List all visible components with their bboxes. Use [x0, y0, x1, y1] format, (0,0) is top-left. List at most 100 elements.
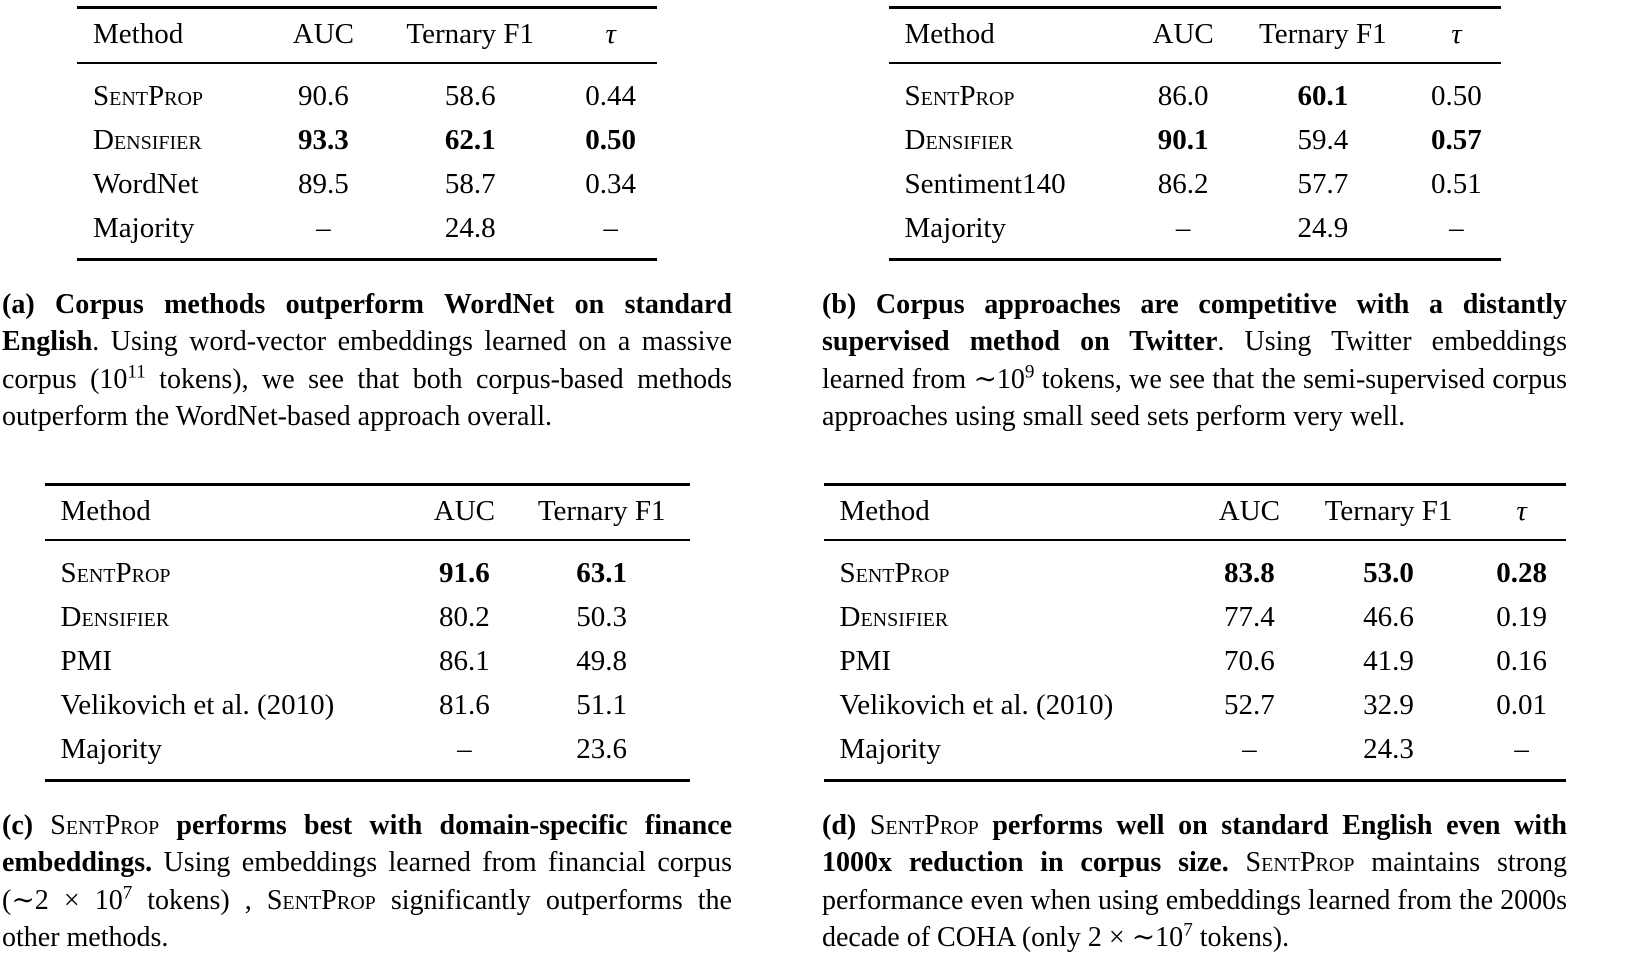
- value-cell: 0.50: [1431, 80, 1482, 112]
- table-header-row: Method AUC Ternary F1 τ: [823, 484, 1566, 541]
- caption-c: (c) SentProp performs best with domain-s…: [2, 807, 732, 956]
- caption-a: (a) Corpus methods outperform WordNet on…: [2, 286, 732, 435]
- smallcaps-text: SentProp: [869, 810, 979, 842]
- value-cell: 0.16: [1496, 645, 1547, 678]
- value-cell: 50.3: [576, 601, 628, 634]
- value-cell: 90.1: [1157, 124, 1209, 157]
- value-cell: –: [1449, 212, 1464, 245]
- value-cell: 0.28: [1496, 557, 1547, 589]
- text-run: (d): [822, 810, 870, 842]
- results-table-b: Method AUC Ternary F1 τ SentProp 86.0 60.1 0.5…: [888, 6, 1501, 262]
- value-cell: 80.2: [439, 601, 490, 634]
- text-run: tokens, we see that the semi-supervised …: [822, 363, 1567, 432]
- column-header-tau: τ: [1477, 484, 1566, 541]
- method-cell: Sentiment140: [904, 168, 1066, 201]
- method-cell: Densifier: [904, 124, 1014, 157]
- value-cell: 63.1: [576, 557, 628, 589]
- text-run: performs well on standard English even w…: [822, 810, 1567, 879]
- table-row: PMI 70.6 41.9 0.16: [824, 639, 1566, 683]
- value-cell: 24.8: [444, 212, 496, 245]
- method-cell: Majority: [904, 212, 1007, 245]
- value-cell: 70.6: [1224, 645, 1275, 678]
- column-header-tau: τ: [564, 7, 657, 64]
- table-row: Majority – 23.6: [45, 727, 690, 781]
- caption-d: (d) SentProp performs well on standard E…: [822, 807, 1567, 956]
- block-d: Method AUC Ternary F1 τ SentProp 83.8 53.0 0.2…: [822, 481, 1567, 956]
- table-row: Densifier 90.1 59.4 0.57: [889, 118, 1501, 162]
- column-header-ternary-f1: Ternary F1: [1233, 7, 1413, 64]
- table-row: PMI 86.1 49.8: [45, 639, 690, 683]
- text-run: Using embeddings learned from financial …: [2, 847, 732, 916]
- value-cell: 91.6: [439, 557, 490, 589]
- method-cell: Majority: [839, 733, 942, 766]
- table-header-row: Method AUC Ternary F1 τ: [77, 7, 657, 64]
- table-row: Majority – 24.9 –: [889, 206, 1501, 260]
- superscript: 9: [1024, 361, 1035, 383]
- value-cell: 24.3: [1363, 733, 1414, 766]
- text-run: (a) Corpus methods outperform WordNet on…: [2, 289, 732, 358]
- table-row: Densifier 80.2 50.3: [45, 595, 690, 639]
- value-cell: 41.9: [1363, 645, 1414, 678]
- column-header-auc: AUC: [1132, 7, 1234, 64]
- superscript: 7: [122, 882, 133, 904]
- value-cell: 93.3: [297, 124, 349, 157]
- value-cell: 23.6: [576, 733, 628, 766]
- method-cell: SentProp: [839, 557, 950, 589]
- value-cell: 52.7: [1224, 689, 1275, 722]
- value-cell: 81.6: [439, 689, 490, 722]
- method-cell: PMI: [60, 645, 113, 678]
- value-cell: 89.5: [297, 168, 349, 201]
- text-run: (b) Corpus approaches are competitive wi…: [822, 289, 1567, 358]
- superscript: 11: [127, 361, 146, 383]
- text-run: . Using word-vector embeddings learned o…: [2, 326, 732, 395]
- text-run: significantly outperforms the other meth…: [2, 884, 732, 953]
- block-c: Method AUC Ternary F1 SentProp 91.6 63.1 Dens…: [2, 481, 732, 956]
- column-header-tau: τ: [1412, 7, 1501, 64]
- value-cell: 51.1: [576, 689, 628, 722]
- method-cell: Densifier: [93, 124, 202, 157]
- superscript: 7: [1183, 919, 1193, 941]
- table-row: Velikovich et al. (2010) 81.6 51.1: [45, 683, 690, 727]
- value-cell: 0.57: [1431, 124, 1482, 157]
- table-header-row: Method AUC Ternary F1 τ: [888, 7, 1501, 64]
- method-cell: SentProp: [904, 80, 1015, 112]
- table-row: WordNet 89.5 58.7 0.34: [77, 162, 657, 206]
- table-row: SentProp 90.6 58.6 0.44: [77, 63, 657, 118]
- column-header-method: Method: [77, 7, 271, 64]
- text-run: tokens), we see that both corpus-based m…: [2, 363, 732, 432]
- smallcaps-text: SentProp: [50, 810, 160, 842]
- method-cell: Majority: [93, 212, 195, 245]
- value-cell: 60.1: [1297, 80, 1349, 112]
- column-header-ternary-f1: Ternary F1: [513, 484, 690, 541]
- table-row: Densifier 93.3 62.1 0.50: [77, 118, 657, 162]
- text-run: tokens).: [1192, 921, 1290, 953]
- column-header-auc: AUC: [415, 484, 514, 541]
- text-run: maintains strong performance even when u…: [822, 847, 1567, 953]
- value-cell: 58.6: [444, 80, 496, 112]
- column-header-auc: AUC: [270, 7, 377, 64]
- block-a: Method AUC Ternary F1 τ SentProp 90.6 58.6 0.4…: [2, 4, 732, 435]
- value-cell: 0.50: [585, 124, 637, 157]
- smallcaps-text: SentProp: [266, 884, 376, 916]
- method-cell: Velikovich et al. (2010): [60, 689, 335, 722]
- value-cell: 77.4: [1224, 601, 1275, 634]
- text-run: [1229, 847, 1246, 878]
- method-cell: SentProp: [60, 557, 171, 589]
- text-run: performs best with domain-specific finan…: [2, 810, 733, 879]
- value-cell: –: [1514, 733, 1529, 766]
- value-cell: 86.0: [1157, 80, 1209, 112]
- column-header-method: Method: [823, 484, 1200, 541]
- value-cell: 57.7: [1297, 168, 1349, 201]
- table-header-row: Method AUC Ternary F1: [44, 484, 690, 541]
- value-cell: 0.51: [1431, 168, 1482, 201]
- results-table-c: Method AUC Ternary F1 SentProp 91.6 63.1 Dens…: [44, 483, 690, 783]
- value-cell: 62.1: [444, 124, 496, 157]
- method-cell: Velikovich et al. (2010): [839, 689, 1114, 722]
- method-cell: Densifier: [60, 601, 170, 634]
- table-row: SentProp 83.8 53.0 0.28: [824, 540, 1566, 595]
- method-cell: SentProp: [93, 80, 204, 112]
- value-cell: 59.4: [1297, 124, 1349, 157]
- column-header-ternary-f1: Ternary F1: [376, 7, 565, 64]
- value-cell: 86.2: [1157, 168, 1209, 201]
- value-cell: 53.0: [1363, 557, 1414, 589]
